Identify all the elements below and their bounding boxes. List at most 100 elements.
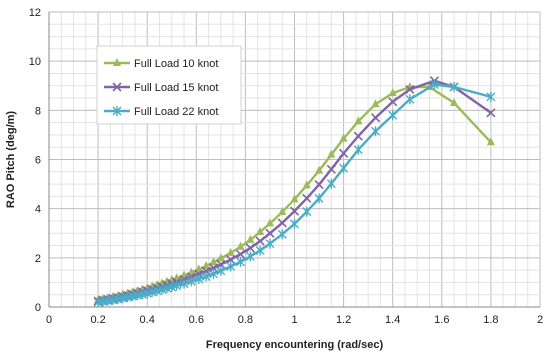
data-point — [187, 267, 196, 276]
data-point — [339, 148, 349, 158]
legend-label: Full Load 22 knot — [134, 106, 218, 118]
legend-marker — [112, 106, 122, 116]
data-point — [226, 261, 236, 272]
data-point — [167, 282, 177, 293]
data-point — [326, 178, 336, 189]
data-point — [429, 79, 439, 90]
data-point — [265, 228, 275, 238]
data-point — [370, 113, 381, 123]
x-tick-label: 1.4 — [385, 314, 400, 326]
legend-item: Full Load 22 knot — [104, 106, 218, 118]
data-point — [278, 207, 287, 216]
data-point — [277, 218, 287, 228]
x-tick-label: 2 — [537, 314, 543, 326]
data-point — [201, 271, 211, 282]
data-point — [235, 256, 245, 267]
y-tick-label: 4 — [35, 204, 41, 216]
x-tick-labels: 0 0.2 0.4 0.6 0.8 1 1.2 1.4 1.6 1.8 2 — [46, 314, 543, 326]
legend-item: Full Load 15 knot — [104, 82, 218, 94]
x-axis-title: Frequency encountering (rad/sec) — [206, 339, 384, 351]
data-point — [486, 137, 495, 146]
y-tick-label: 12 — [29, 7, 41, 19]
data-point — [388, 110, 398, 121]
data-point — [226, 254, 236, 265]
data-point — [194, 273, 204, 284]
data-point — [339, 133, 348, 142]
data-point — [277, 229, 287, 240]
data-point — [486, 108, 496, 118]
data-point — [339, 163, 349, 174]
data-point — [245, 251, 255, 262]
data-point — [236, 241, 245, 250]
data-point — [353, 131, 363, 141]
data-point — [450, 97, 459, 106]
data-point — [255, 245, 265, 256]
data-point — [449, 81, 459, 92]
data-point — [371, 126, 381, 137]
x-tick-label: 0.8 — [238, 314, 253, 326]
data-point — [265, 218, 274, 227]
data-point — [290, 194, 299, 203]
x-tick-label: 0 — [46, 314, 52, 326]
x-tick-label: 0.6 — [189, 314, 204, 326]
y-tick-label: 6 — [35, 155, 41, 167]
data-point — [353, 144, 363, 155]
y-tick-label: 2 — [35, 253, 41, 265]
x-tick-label: 0.2 — [90, 314, 105, 326]
data-point — [326, 164, 336, 174]
data-point — [172, 280, 182, 291]
data-point — [245, 243, 255, 253]
data-point — [209, 257, 218, 266]
legend: Full Load 10 knot Full Load 15 knot Full L… — [96, 45, 242, 125]
x-tick-label: 1.6 — [434, 314, 449, 326]
y-tick-label: 0 — [35, 302, 41, 314]
data-point — [314, 193, 324, 204]
data-point — [405, 94, 415, 105]
y-axis-title: RAO Pitch (deg/m) — [5, 111, 17, 209]
legend-marker — [113, 58, 121, 66]
data-point — [302, 193, 312, 203]
legend-item: Full Load 10 knot — [104, 58, 218, 70]
data-point — [235, 249, 246, 259]
data-point — [186, 276, 196, 287]
data-point — [405, 84, 415, 95]
data-point — [226, 247, 235, 256]
data-point — [265, 238, 275, 249]
data-point — [290, 218, 299, 229]
data-point — [289, 206, 300, 216]
series-group — [93, 76, 496, 308]
data-point — [302, 180, 311, 189]
y-tick-labels: 0 2 4 6 8 10 12 — [29, 7, 41, 314]
data-point — [354, 116, 363, 125]
data-point — [216, 253, 225, 262]
series-3 — [93, 79, 496, 308]
legend-label: Full Load 15 knot — [134, 82, 218, 94]
data-point — [314, 180, 324, 190]
data-point — [315, 165, 324, 174]
axes — [48, 12, 540, 308]
x-tick-label: 1.2 — [336, 314, 351, 326]
data-point — [208, 268, 218, 279]
legend-label: Full Load 10 knot — [134, 58, 218, 70]
data-point — [327, 149, 336, 158]
data-point — [388, 97, 398, 107]
data-point — [255, 236, 265, 246]
y-tick-label: 10 — [29, 56, 41, 68]
data-point — [371, 99, 380, 108]
data-point — [179, 278, 189, 289]
x-tick-label: 1 — [291, 314, 297, 326]
legend-marker — [112, 82, 122, 92]
x-tick-label: 0.4 — [140, 314, 155, 326]
data-point — [302, 206, 312, 217]
data-point — [246, 234, 255, 243]
data-point — [486, 91, 496, 102]
data-point — [216, 259, 226, 270]
data-point — [216, 265, 226, 276]
x-tick-label: 1.8 — [483, 314, 498, 326]
data-point — [202, 260, 211, 269]
data-point — [388, 88, 397, 97]
y-tick-label: 8 — [35, 105, 41, 117]
data-point — [256, 227, 265, 236]
